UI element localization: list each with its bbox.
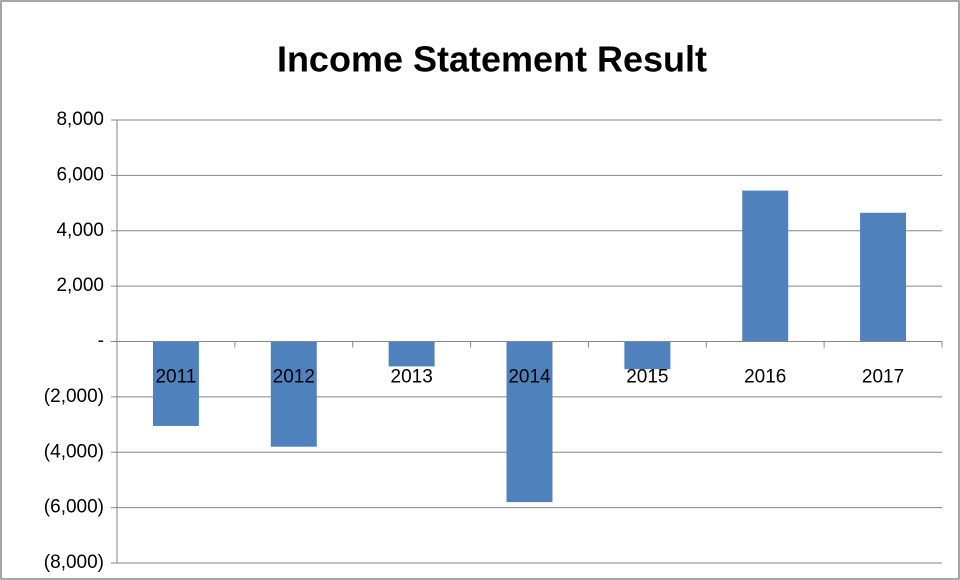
y-tick-label: 6,000: [56, 164, 104, 185]
x-tick-label: 2013: [391, 367, 433, 388]
y-tick-label: 4,000: [56, 220, 104, 241]
x-tick-label: 2017: [862, 367, 904, 388]
x-tick-label: 2015: [626, 367, 668, 388]
bar: [388, 341, 435, 367]
y-tick-label: (8,000): [44, 552, 104, 573]
y-tick-label: 8,000: [56, 109, 104, 130]
x-tick-label: 2014: [508, 367, 551, 388]
bar: [506, 341, 553, 503]
x-tick-label: 2012: [273, 367, 315, 388]
y-tick-label: 2,000: [56, 275, 104, 296]
bar: [742, 190, 789, 342]
x-tick-label: 2016: [744, 367, 786, 388]
y-tick-label: -: [98, 331, 104, 352]
y-tick-label: (2,000): [44, 386, 104, 407]
bar: [270, 341, 317, 447]
bar: [860, 212, 907, 342]
x-tick-label: 2011: [155, 367, 196, 388]
y-tick-label: (6,000): [44, 497, 104, 518]
y-tick-label: (4,000): [44, 441, 104, 462]
bar: [624, 341, 671, 370]
bar: [152, 341, 199, 426]
chart-title: Income Statement Result: [277, 39, 707, 80]
